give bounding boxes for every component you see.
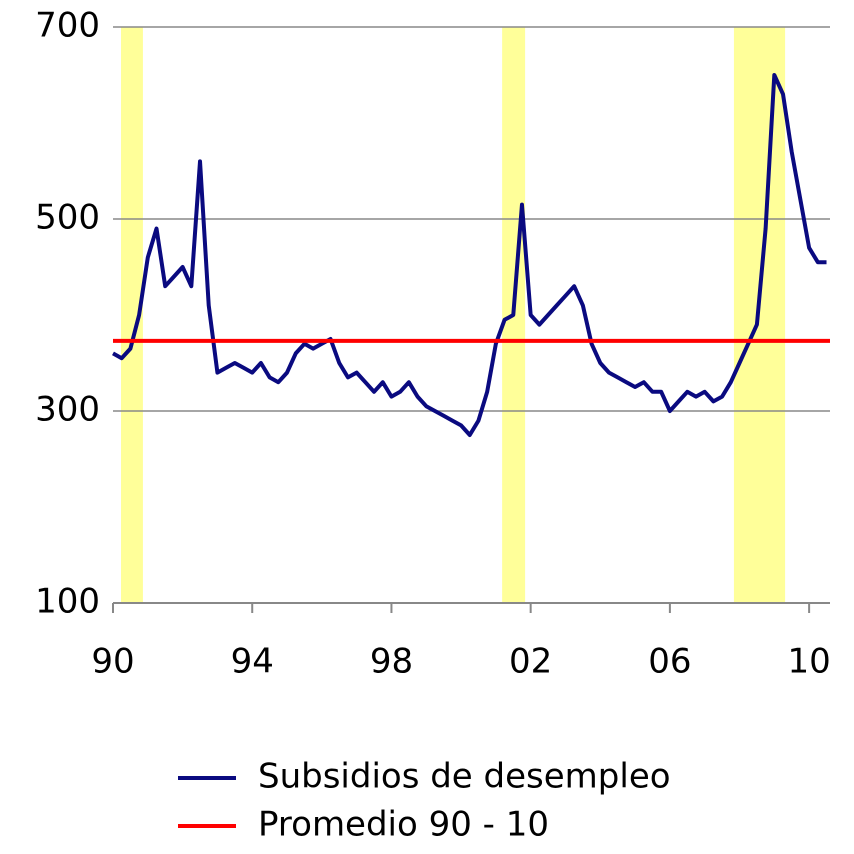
x-tick-label: 10 xyxy=(787,642,830,682)
y-tick-label: 700 xyxy=(35,6,100,46)
x-tick-label: 06 xyxy=(648,642,691,682)
legend-label: Subsidios de desempleo xyxy=(258,757,671,797)
x-tick-label: 98 xyxy=(370,642,413,682)
y-tick-label: 100 xyxy=(35,582,100,622)
x-tick-label: 02 xyxy=(509,642,552,682)
x-tick-label: 90 xyxy=(91,642,134,682)
y-tick-label: 300 xyxy=(35,390,100,430)
recession-band xyxy=(121,27,143,603)
y-tick-label: 500 xyxy=(35,198,100,238)
x-tick-label: 94 xyxy=(231,642,274,682)
data-line xyxy=(112,73,827,437)
legend-label: Promedio 90 - 10 xyxy=(258,805,549,845)
